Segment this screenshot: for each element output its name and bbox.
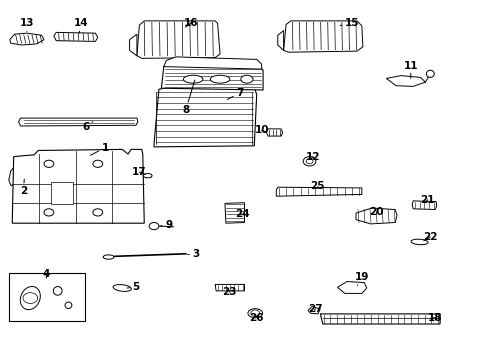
Text: 23: 23	[222, 287, 237, 297]
Text: 27: 27	[307, 304, 322, 314]
Polygon shape	[137, 21, 220, 58]
Polygon shape	[10, 33, 44, 45]
Ellipse shape	[143, 174, 152, 178]
Ellipse shape	[210, 75, 229, 83]
Text: 2: 2	[20, 179, 27, 196]
Polygon shape	[224, 203, 244, 223]
Polygon shape	[276, 187, 361, 196]
Text: 24: 24	[234, 209, 249, 219]
Polygon shape	[163, 57, 261, 69]
Text: 3: 3	[187, 249, 199, 259]
Polygon shape	[9, 165, 32, 185]
Circle shape	[303, 157, 315, 166]
Polygon shape	[307, 307, 320, 314]
Ellipse shape	[426, 70, 433, 77]
Text: 18: 18	[427, 312, 442, 323]
Circle shape	[23, 293, 38, 303]
Text: 7: 7	[227, 88, 243, 99]
Polygon shape	[129, 34, 137, 56]
Polygon shape	[277, 31, 283, 50]
Ellipse shape	[240, 75, 253, 83]
Ellipse shape	[113, 285, 131, 291]
Circle shape	[149, 222, 159, 230]
Text: 15: 15	[340, 18, 359, 28]
Polygon shape	[154, 86, 256, 147]
Polygon shape	[320, 314, 439, 324]
Circle shape	[44, 160, 54, 167]
Text: 25: 25	[310, 181, 325, 192]
Text: 17: 17	[132, 167, 146, 177]
Text: 8: 8	[182, 80, 194, 115]
Circle shape	[250, 310, 259, 316]
Text: 9: 9	[160, 220, 172, 230]
Ellipse shape	[183, 75, 203, 83]
Polygon shape	[12, 149, 144, 223]
Polygon shape	[386, 76, 425, 86]
Ellipse shape	[53, 287, 62, 295]
Ellipse shape	[247, 309, 262, 318]
Text: 13: 13	[20, 18, 34, 31]
Text: 21: 21	[420, 195, 434, 205]
Polygon shape	[283, 21, 362, 52]
Polygon shape	[19, 118, 138, 126]
Polygon shape	[54, 32, 98, 41]
Text: 22: 22	[422, 232, 437, 242]
Text: 26: 26	[249, 312, 264, 323]
Text: 4: 4	[42, 269, 50, 279]
Text: 16: 16	[183, 18, 198, 28]
Polygon shape	[355, 208, 396, 224]
Text: 10: 10	[254, 125, 268, 135]
Text: 11: 11	[403, 60, 417, 78]
Ellipse shape	[65, 302, 72, 309]
Text: 19: 19	[354, 272, 368, 285]
Polygon shape	[161, 63, 263, 90]
Circle shape	[305, 159, 312, 164]
Polygon shape	[51, 182, 73, 204]
Ellipse shape	[103, 255, 114, 259]
Circle shape	[44, 209, 54, 216]
Circle shape	[93, 209, 102, 216]
Text: 12: 12	[305, 152, 320, 162]
Text: 14: 14	[73, 18, 88, 33]
Text: 20: 20	[368, 207, 383, 217]
Ellipse shape	[20, 287, 40, 310]
Ellipse shape	[410, 239, 427, 245]
Polygon shape	[215, 284, 244, 291]
Text: 6: 6	[82, 122, 93, 132]
Circle shape	[93, 160, 102, 167]
Polygon shape	[337, 282, 366, 293]
FancyBboxPatch shape	[9, 273, 84, 321]
Polygon shape	[266, 129, 282, 136]
Polygon shape	[411, 201, 436, 210]
Text: 5: 5	[127, 282, 139, 292]
Text: 1: 1	[90, 143, 108, 155]
